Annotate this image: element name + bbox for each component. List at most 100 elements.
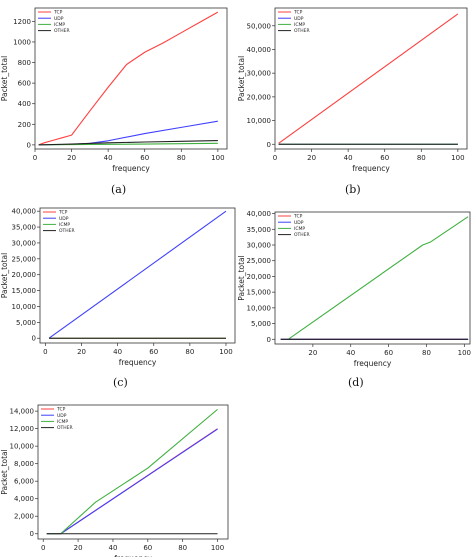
plot-frame bbox=[274, 7, 468, 150]
legend-entry-udp: UDP bbox=[59, 216, 69, 222]
y-axis-label: Packet_total bbox=[237, 255, 246, 300]
y-tick-label: 0 bbox=[32, 335, 36, 343]
y-tick-label: 15,000 bbox=[247, 289, 272, 297]
plot-frame bbox=[37, 404, 229, 540]
legend-entry-udp: UDP bbox=[294, 220, 304, 226]
chart-b: 0 20 40 60 80 100 0 10,000 20,000 30,000 40,000 50,… bbox=[237, 7, 468, 173]
y-tick-label: 20,000 bbox=[247, 93, 272, 101]
caption-b: (b) bbox=[345, 183, 361, 196]
legend-entry-icmp: ICMP bbox=[57, 419, 68, 425]
legend-entry-tcp: TCP bbox=[53, 10, 63, 16]
chart-d: 20 40 60 80 100 0 5,000 10,000 15,000 20,000 25,00… bbox=[237, 210, 471, 368]
legend-entry-udp: UDP bbox=[57, 413, 67, 419]
legend-entry-icmp: ICMP bbox=[59, 222, 70, 228]
plot-frame bbox=[39, 207, 236, 344]
x-tick-label: 40 bbox=[113, 348, 122, 356]
x-tick-label: 100 bbox=[211, 154, 224, 162]
y-axis-label: Packet_total bbox=[0, 449, 9, 494]
y-tick-label: 40,000 bbox=[247, 46, 272, 54]
x-tick-label: 100 bbox=[458, 349, 471, 357]
x-tick-label: 0 bbox=[33, 154, 37, 162]
y-tick-label: 10,000 bbox=[12, 303, 37, 311]
y-tick-label: 50,000 bbox=[247, 22, 272, 30]
y-tick-label: 40,000 bbox=[247, 210, 272, 218]
x-tick-label: 80 bbox=[422, 349, 431, 357]
y-tick-label: 12,000 bbox=[10, 425, 35, 433]
series-line-udp bbox=[48, 210, 227, 339]
chart-a: 0 20 40 60 80 100020040060080010001200frequen… bbox=[0, 7, 228, 173]
plot-frame bbox=[274, 211, 471, 345]
y-tick-label: 40,000 bbox=[12, 208, 37, 216]
x-tick-label: 80 bbox=[185, 348, 194, 356]
y-tick-label: 400 bbox=[18, 100, 31, 108]
y-tick-label: 20,000 bbox=[12, 271, 37, 279]
y-tick-label: 10,000 bbox=[10, 443, 35, 451]
y-tick-label: 6,000 bbox=[14, 478, 34, 486]
legend-entry-tcp: TCP bbox=[293, 214, 303, 220]
x-tick-label: 20 bbox=[308, 349, 317, 357]
chart-e: 0 20 40 60 80 100 0 2,000 4,000 6,000 8,000 10,000 1… bbox=[0, 404, 229, 557]
y-tick-label: 10,000 bbox=[247, 117, 272, 125]
legend-entry-other: OTHER bbox=[294, 28, 310, 34]
y-tick-label: 800 bbox=[18, 59, 31, 67]
x-tick-label: 60 bbox=[384, 349, 393, 357]
y-tick-label: 30,000 bbox=[247, 70, 272, 78]
x-tick-label: 20 bbox=[307, 154, 316, 162]
x-tick-label: 40 bbox=[104, 154, 113, 162]
series-line-tcp bbox=[278, 13, 459, 144]
x-tick-label: 20 bbox=[67, 154, 76, 162]
x-axis-label: frequency bbox=[119, 358, 157, 367]
legend-entry-other: OTHER bbox=[294, 232, 310, 238]
legend-entry-other: OTHER bbox=[54, 28, 70, 34]
legend-entry-icmp: ICMP bbox=[294, 22, 305, 28]
caption-c: (c) bbox=[113, 376, 128, 389]
y-tick-label: 2,000 bbox=[14, 513, 34, 521]
x-tick-label: 60 bbox=[149, 348, 158, 356]
legend-entry-tcp: TCP bbox=[58, 210, 68, 216]
x-axis-label: frequency bbox=[112, 164, 150, 173]
y-tick-label: 35,000 bbox=[247, 226, 272, 234]
y-tick-label: 14,000 bbox=[10, 408, 35, 416]
x-tick-label: 0 bbox=[41, 544, 45, 552]
series-line-udp bbox=[46, 428, 218, 535]
x-tick-label: 0 bbox=[43, 348, 47, 356]
y-axis-label: Packet_total bbox=[0, 56, 9, 101]
y-tick-label: 35,000 bbox=[12, 224, 37, 232]
y-axis-label: Packet_total bbox=[237, 56, 246, 101]
x-tick-label: 80 bbox=[417, 154, 426, 162]
x-tick-label: 100 bbox=[219, 348, 232, 356]
y-tick-label: 0 bbox=[30, 530, 34, 538]
series-line-tcp bbox=[38, 11, 219, 146]
y-tick-label: 4,000 bbox=[14, 495, 34, 503]
y-tick-label: 10,000 bbox=[247, 304, 272, 312]
series-line-icmp bbox=[287, 216, 469, 340]
y-tick-label: 0 bbox=[27, 141, 31, 149]
x-tick-label: 80 bbox=[178, 544, 187, 552]
y-tick-label: 200 bbox=[18, 121, 31, 129]
y-tick-label: 30,000 bbox=[12, 239, 37, 247]
legend-entry-udp: UDP bbox=[294, 16, 304, 22]
x-tick-label: 100 bbox=[211, 544, 224, 552]
caption-d: (d) bbox=[348, 376, 364, 389]
y-tick-label: 30,000 bbox=[247, 242, 272, 250]
series-line-other bbox=[38, 140, 218, 146]
y-tick-label: 1000 bbox=[13, 38, 31, 46]
legend-entry-other: OTHER bbox=[57, 425, 73, 431]
y-tick-label: 15,000 bbox=[12, 287, 37, 295]
y-tick-label: 8,000 bbox=[14, 460, 34, 468]
x-tick-label: 80 bbox=[177, 154, 186, 162]
x-tick-label: 20 bbox=[74, 544, 83, 552]
x-tick-label: 60 bbox=[380, 154, 389, 162]
x-tick-label: 100 bbox=[451, 154, 464, 162]
legend-entry-udp: UDP bbox=[54, 16, 64, 22]
legend-entry-tcp: TCP bbox=[56, 407, 66, 413]
series-line-tcp bbox=[46, 428, 218, 535]
x-axis-label: frequency bbox=[352, 164, 390, 173]
legend-entry-icmp: ICMP bbox=[294, 226, 305, 232]
chart-c: 0 20 40 60 80 100 0 5,000 10,000 15,000 20,000 25,0… bbox=[0, 207, 236, 367]
x-tick-label: 60 bbox=[143, 544, 152, 552]
x-axis-label: frequency bbox=[354, 359, 392, 368]
y-tick-label: 20,000 bbox=[247, 273, 272, 281]
y-tick-label: 5,000 bbox=[251, 320, 271, 328]
x-tick-label: 60 bbox=[140, 154, 149, 162]
